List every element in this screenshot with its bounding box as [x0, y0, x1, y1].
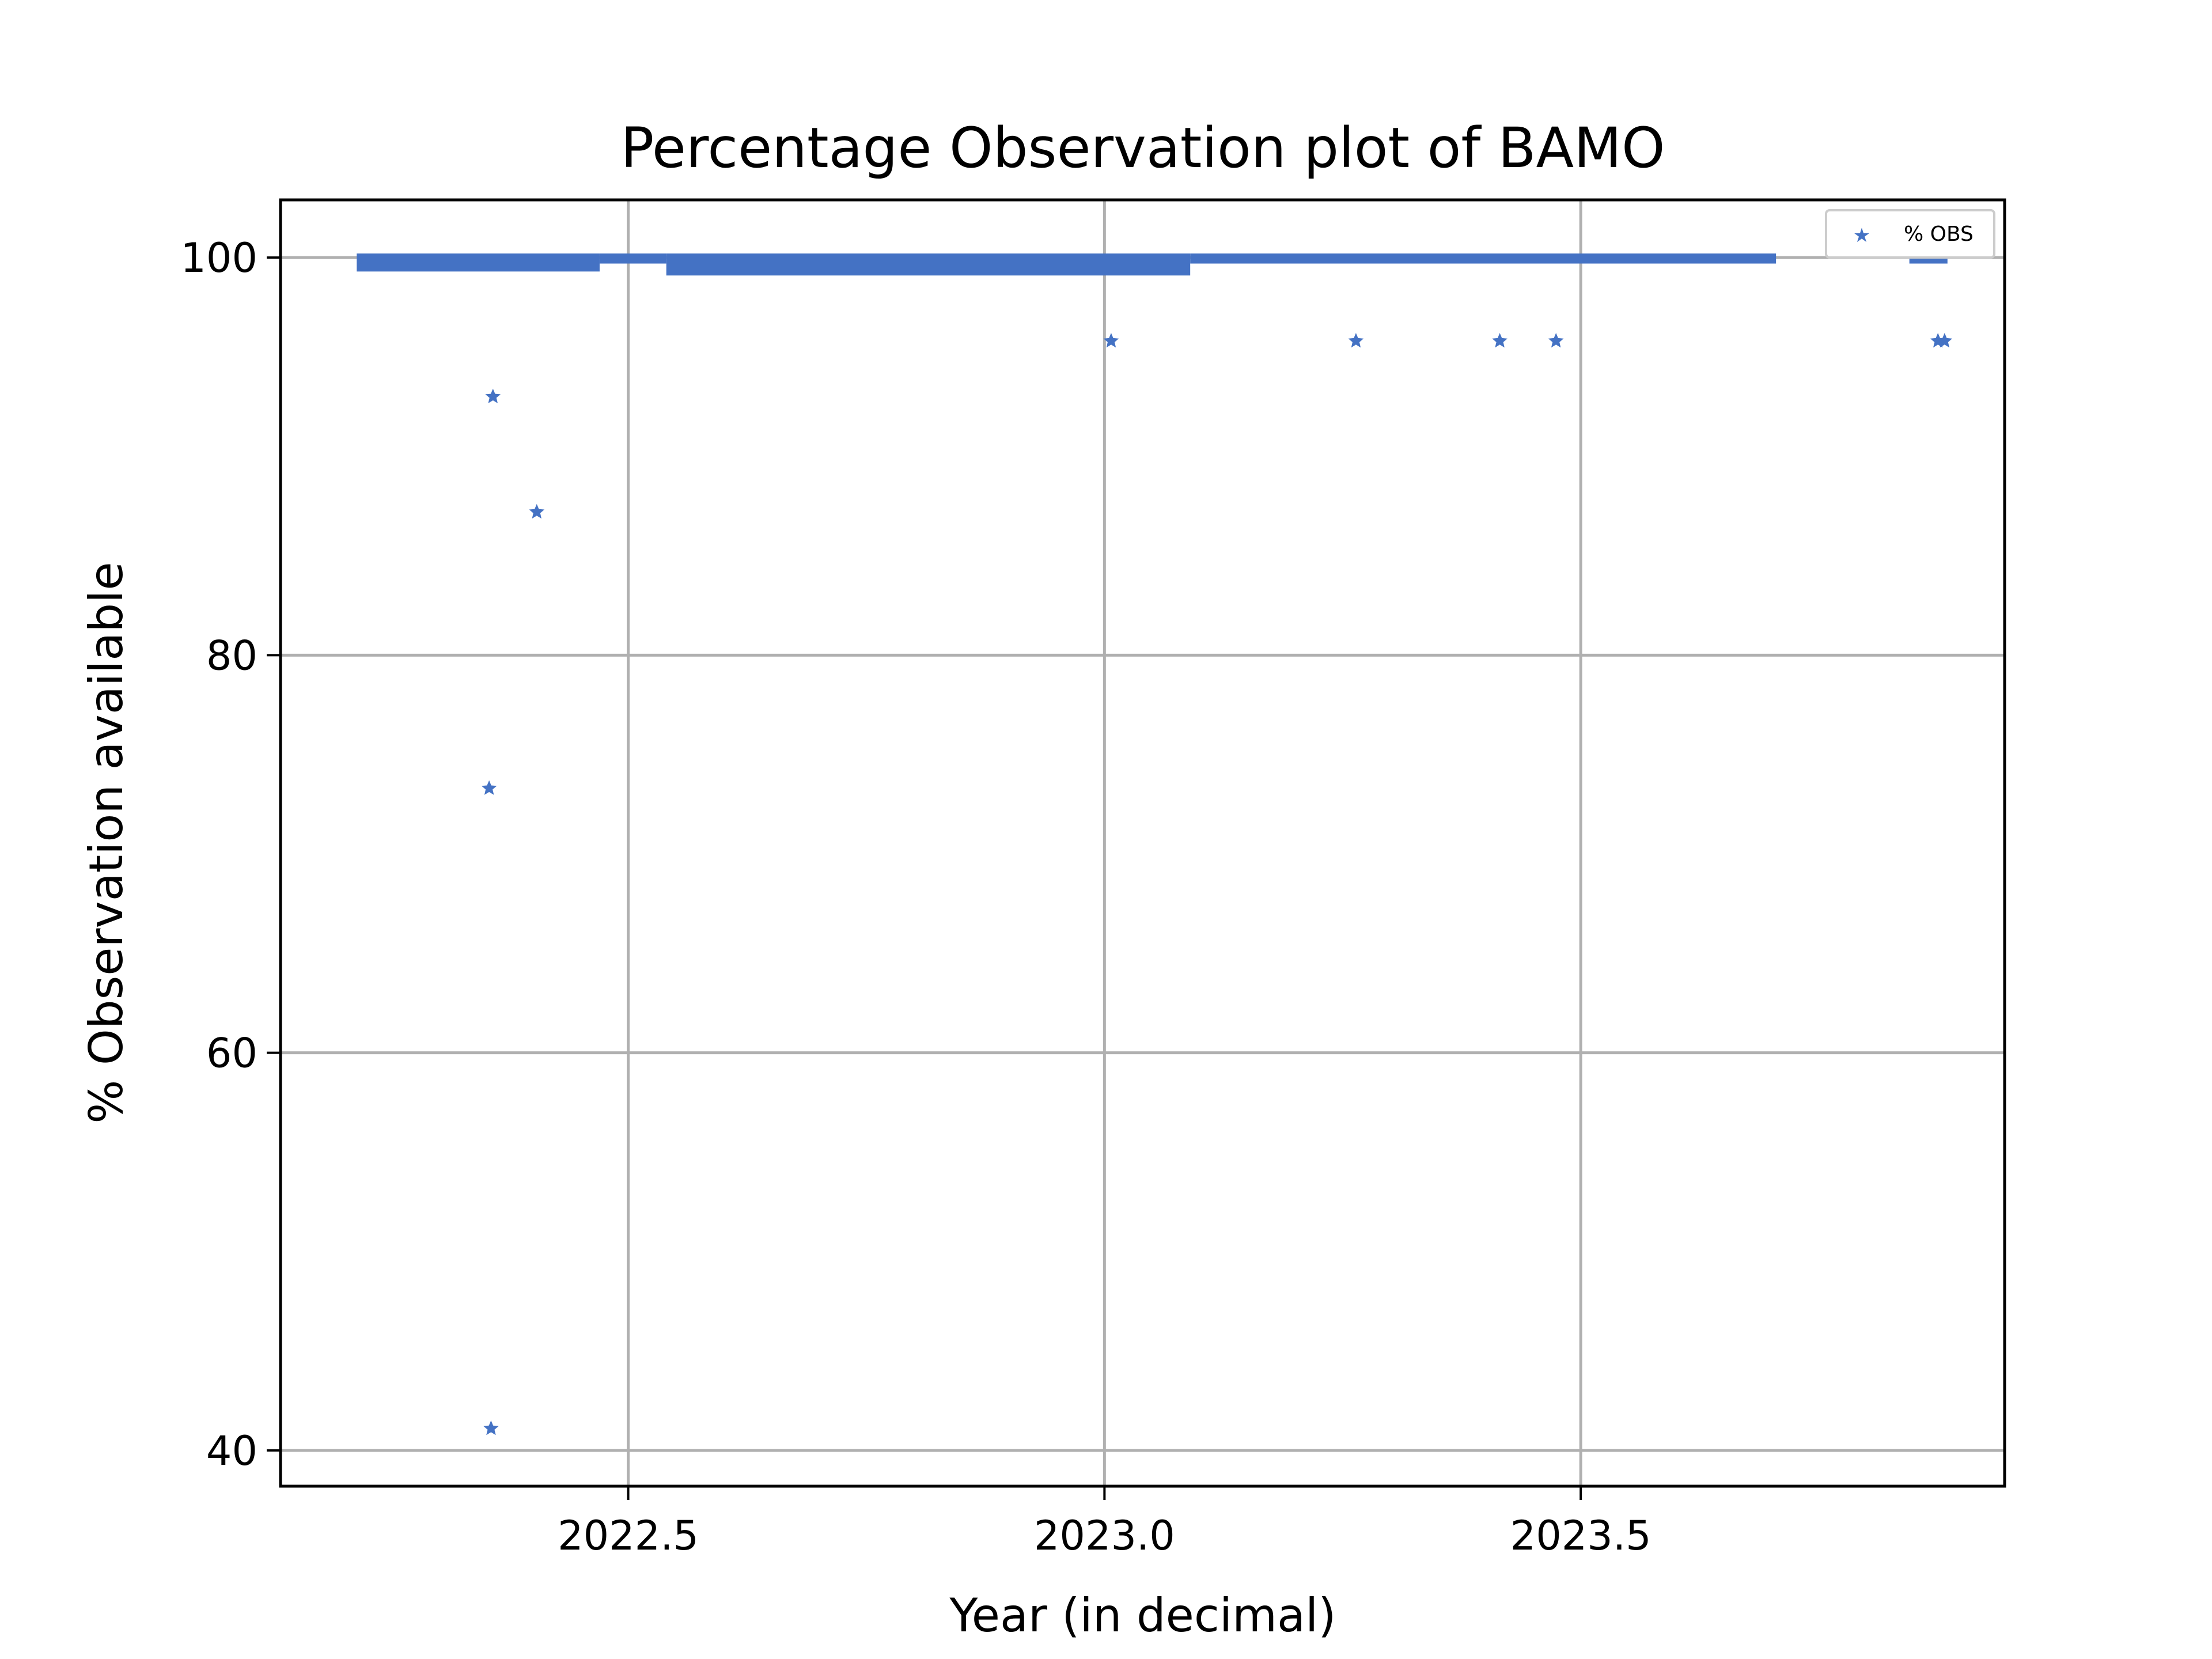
data-point [529, 503, 545, 519]
data-point [1348, 333, 1364, 348]
y-tick-label: 60 [206, 1030, 257, 1077]
data-point [481, 780, 497, 795]
y-tick-label: 80 [206, 632, 257, 679]
ticks: 2022.5 2023.0 2023.5 40 60 80 100 [180, 234, 1651, 1559]
legend-entry: % OBS [1904, 222, 1974, 246]
data-points [481, 333, 1953, 1435]
y-tick-label: 40 [206, 1427, 257, 1475]
x-tick-label: 2023.0 [1034, 1512, 1175, 1559]
data-point [485, 388, 501, 403]
data-point [1937, 333, 1953, 348]
x-tick-label: 2022.5 [558, 1512, 699, 1559]
y-axis-label: % Observation available [79, 562, 133, 1123]
data-point [1103, 333, 1119, 348]
data-band [357, 253, 600, 272]
x-axis-label: Year (in decimal) [949, 1589, 1336, 1642]
data-band [666, 253, 1191, 276]
data-point [1548, 333, 1564, 348]
y-tick-label: 100 [180, 234, 257, 282]
data-point [483, 1420, 499, 1435]
data-band [599, 253, 666, 264]
legend-box [1825, 209, 1995, 259]
x-tick-label: 2023.5 [1510, 1512, 1652, 1559]
plot-frame [279, 198, 2006, 1488]
data-band [1190, 253, 1777, 264]
chart-title: Percentage Observation plot of BAMO [620, 116, 1665, 180]
legend: ★ % OBS [1825, 209, 1995, 259]
legend-marker-icon: ★ [1853, 224, 1870, 247]
data-bands [357, 253, 1948, 276]
data-point [1492, 333, 1508, 348]
